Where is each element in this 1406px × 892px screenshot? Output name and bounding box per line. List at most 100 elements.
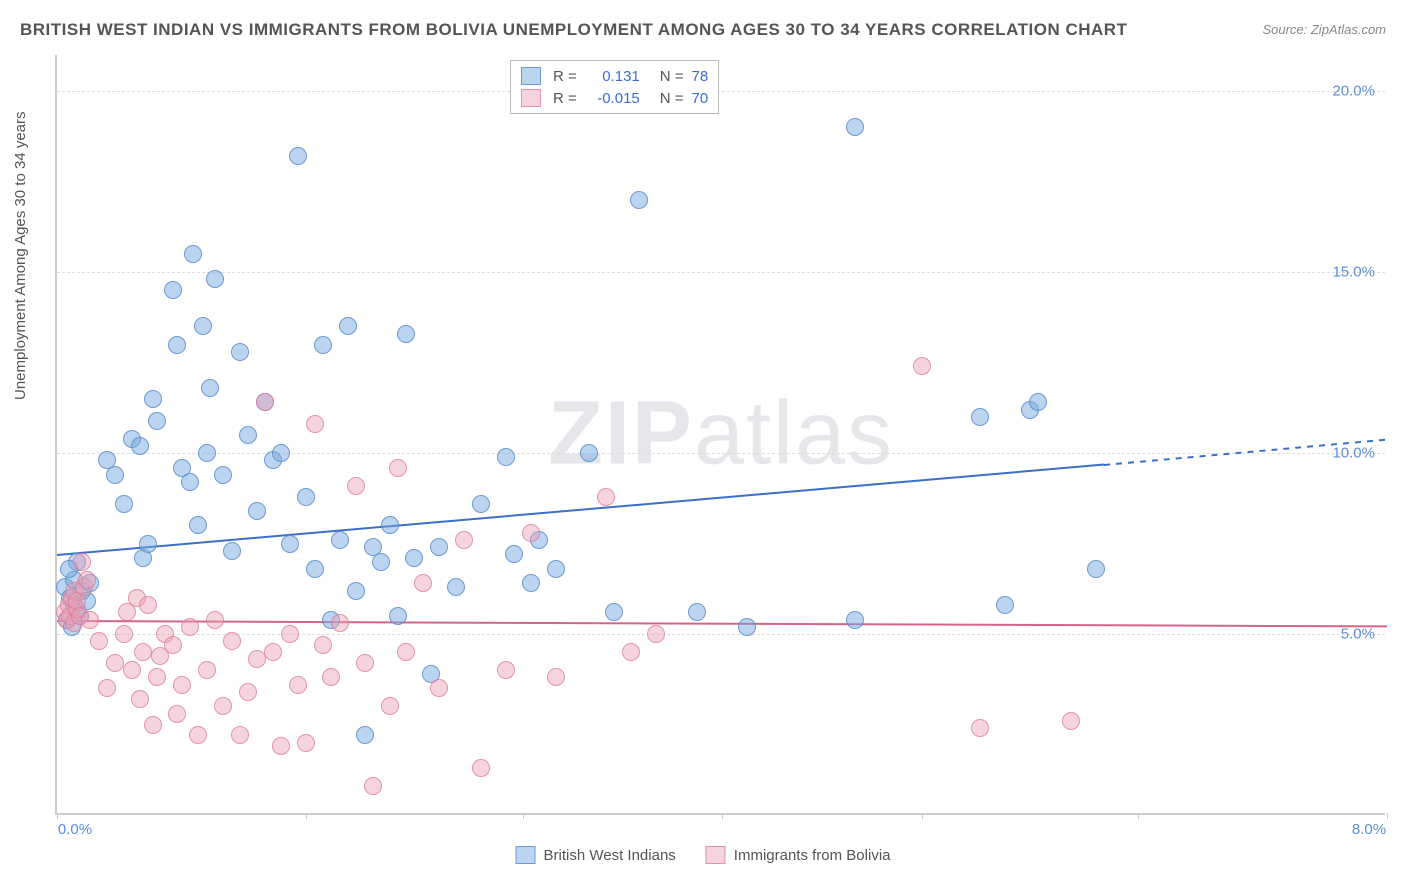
data-point [289,676,307,694]
swatch-pink-icon [706,846,726,864]
data-point [472,495,490,513]
data-point [115,625,133,643]
data-point [455,531,473,549]
data-point [81,611,99,629]
chart-area: ZIPatlas 5.0%10.0%15.0%20.0%0.0%8.0% [55,55,1385,815]
data-point [206,611,224,629]
data-point [430,538,448,556]
data-point [347,582,365,600]
r-label: R = [553,90,577,107]
data-point [688,603,706,621]
data-point [134,643,152,661]
data-point [131,437,149,455]
data-point [181,473,199,491]
stats-row-blue: R = 0.131 N = 78 [521,65,708,87]
n-value-pink: 70 [692,90,709,107]
legend-label-blue: British West Indians [544,847,676,864]
data-point [139,535,157,553]
data-point [223,632,241,650]
data-point [381,697,399,715]
stats-row-pink: R = -0.015 N = 70 [521,87,708,109]
data-point [181,618,199,636]
data-point [472,759,490,777]
legend-item-pink: Immigrants from Bolivia [706,846,891,864]
data-point [331,531,349,549]
data-point [522,574,540,592]
y-tick-label: 20.0% [1332,83,1375,100]
x-tick-label-min: 0.0% [58,821,92,838]
gridline [57,634,1385,635]
bottom-legend: British West Indians Immigrants from Bol… [516,846,891,864]
data-point [168,705,186,723]
data-point [306,560,324,578]
data-point [356,726,374,744]
data-point [201,379,219,397]
gridline [57,453,1385,454]
r-value-blue: 0.131 [585,68,640,85]
data-point [106,654,124,672]
x-tick-label-max: 8.0% [1352,821,1386,838]
data-point [547,668,565,686]
x-tick [523,813,524,819]
data-point [547,560,565,578]
data-point [971,408,989,426]
data-point [189,516,207,534]
data-point [98,679,116,697]
data-point [414,574,432,592]
data-point [497,448,515,466]
data-point [164,636,182,654]
watermark: ZIPatlas [548,383,894,486]
x-tick [722,813,723,819]
data-point [430,679,448,697]
data-point [139,596,157,614]
data-point [223,542,241,560]
data-point [256,393,274,411]
chart-title: BRITISH WEST INDIAN VS IMMIGRANTS FROM B… [20,20,1127,40]
n-label: N = [660,68,684,85]
gridline [57,272,1385,273]
data-point [597,488,615,506]
data-point [971,719,989,737]
n-value-blue: 78 [692,68,709,85]
data-point [1029,393,1047,411]
data-point [73,553,91,571]
data-point [1087,560,1105,578]
y-axis-label: Unemployment Among Ages 30 to 34 years [12,111,29,400]
data-point [846,118,864,136]
data-point [231,726,249,744]
data-point [505,545,523,563]
data-point [198,444,216,462]
y-tick-label: 15.0% [1332,264,1375,281]
data-point [397,643,415,661]
data-point [622,643,640,661]
data-point [231,343,249,361]
x-tick [1387,813,1388,819]
data-point [397,325,415,343]
data-point [580,444,598,462]
data-point [738,618,756,636]
data-point [206,270,224,288]
x-tick [1138,813,1139,819]
data-point [522,524,540,542]
swatch-blue-icon [516,846,536,864]
data-point [239,426,257,444]
data-point [356,654,374,672]
data-point [389,459,407,477]
data-point [913,357,931,375]
x-tick [306,813,307,819]
x-tick [922,813,923,819]
data-point [214,697,232,715]
data-point [322,668,340,686]
data-point [497,661,515,679]
data-point [248,502,266,520]
data-point [272,444,290,462]
data-point [314,636,332,654]
data-point [297,488,315,506]
legend-item-blue: British West Indians [516,846,676,864]
data-point [331,614,349,632]
swatch-pink-icon [521,89,541,107]
data-point [264,643,282,661]
data-point [364,777,382,795]
data-point [198,661,216,679]
data-point [144,716,162,734]
